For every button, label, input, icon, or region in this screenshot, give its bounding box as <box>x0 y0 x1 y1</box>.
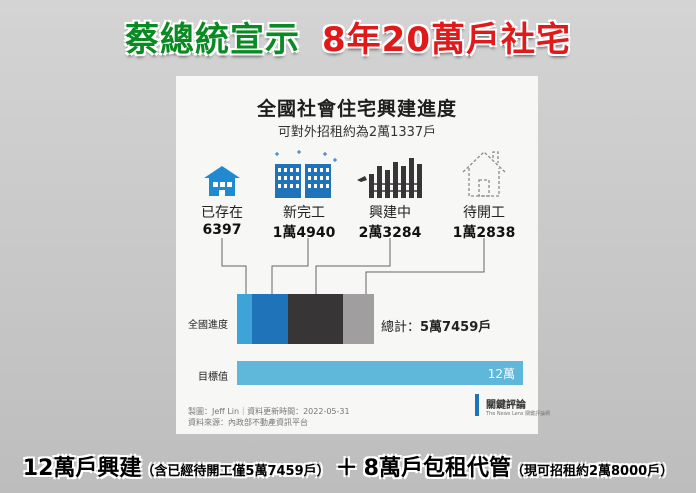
stat-building: 興建中 2萬3284 <box>350 156 430 242</box>
headline-right: 8年20萬戶社宅 <box>322 20 571 60</box>
total-value: 5萬7459戶 <box>420 320 492 335</box>
bar-pending <box>343 294 374 344</box>
target-label: 目標值 <box>198 372 228 383</box>
card-subtitle: 可對外招租約為2萬1337戶 <box>277 125 437 140</box>
source-note: 資料來源：內政部不動產資訊平台 <box>188 418 308 427</box>
caption-part1: 12萬戶興建 <box>22 456 142 481</box>
brand-mark-icon <box>475 394 479 416</box>
target-bar: 12萬 <box>237 361 523 385</box>
construction-icon <box>357 158 422 198</box>
credit-note: 製圖：Jeff Lin｜資料更新時間：2022-05-31 <box>188 407 350 416</box>
house-icon <box>204 166 240 196</box>
bar-existing <box>237 294 253 344</box>
total-label: 總計： <box>381 320 421 335</box>
stat-label: 已存在 <box>201 205 243 221</box>
bottom-caption: 12萬戶興建（含已經待開工僅5萬7459戶） ＋ 8萬戶包租代管（現可招租約2萬80… <box>0 450 696 482</box>
progress-label: 全國進度 <box>188 320 228 331</box>
infographic-card: 全國社會住宅興建進度 可對外招租約為2萬1337戶 已存在 6397 <box>176 76 550 434</box>
leader-lines <box>221 238 485 294</box>
bar-building <box>287 294 344 344</box>
caption-part1-note: （含已經待開工僅5萬7459戶） <box>141 464 330 479</box>
buildings-icon <box>275 150 337 198</box>
stat-value: 2萬3284 <box>358 225 422 241</box>
outline-house-icon <box>462 151 506 197</box>
stat-existing: 已存在 6397 <box>182 164 262 238</box>
stat-value: 6397 <box>202 222 242 238</box>
target-value: 12萬 <box>487 367 515 381</box>
card-title: 全國社會住宅興建進度 <box>256 98 457 120</box>
stat-label: 新完工 <box>283 205 325 221</box>
stat-value: 1萬4940 <box>272 225 336 241</box>
brand-tagline: The News Lens 關鍵評論網 <box>486 411 551 417</box>
stat-label: 待開工 <box>463 205 505 221</box>
caption-part2: 8萬戶包租代管 <box>363 456 511 481</box>
caption-part2-note: （現可招租約2萬8000戶） <box>510 464 674 479</box>
caption-plus: ＋ <box>335 456 358 481</box>
progress-bar <box>237 294 374 344</box>
stat-completed: 新完工 1萬4940 <box>264 148 344 242</box>
brand-name: 關鍵評論 <box>486 400 526 411</box>
bar-completed <box>252 294 288 344</box>
stat-value: 1萬2838 <box>452 225 516 241</box>
stat-label: 興建中 <box>369 205 411 221</box>
headline: 蔡總統宣示 8年20萬戶社宅 <box>0 12 696 61</box>
total: 總計：5萬7459戶 <box>381 316 491 335</box>
headline-left: 蔡總統宣示 <box>125 20 300 60</box>
stat-pending: 待開工 1萬2838 <box>444 148 524 242</box>
